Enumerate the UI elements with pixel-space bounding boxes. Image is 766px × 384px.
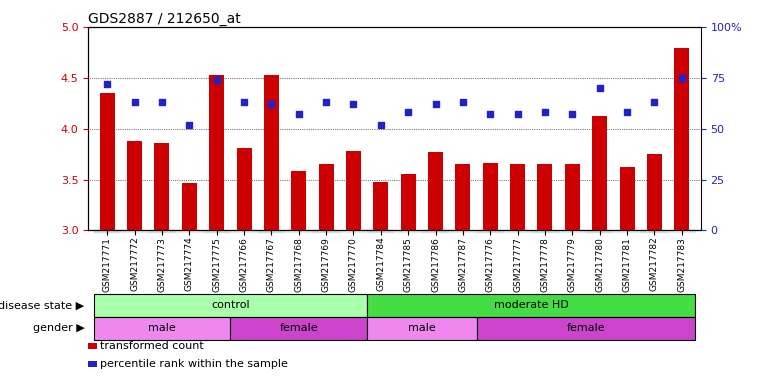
Point: [101, 81, 113, 87]
Bar: [209, 75, 224, 230]
Bar: [422, 230, 449, 232]
Bar: [614, 230, 640, 232]
Text: disease state ▶: disease state ▶: [0, 300, 84, 310]
Bar: [203, 230, 231, 232]
Bar: [257, 230, 285, 232]
Bar: [592, 116, 607, 230]
Bar: [231, 230, 257, 232]
Bar: [620, 167, 634, 230]
Bar: [340, 230, 367, 232]
Point: [457, 99, 469, 105]
Point: [594, 85, 606, 91]
Bar: [476, 230, 504, 232]
Bar: [504, 230, 532, 232]
Bar: [401, 174, 416, 230]
Point: [430, 101, 442, 107]
Text: transformed count: transformed count: [100, 341, 204, 351]
Bar: [449, 230, 476, 232]
Point: [538, 109, 551, 116]
Bar: [285, 230, 313, 232]
Bar: [428, 152, 443, 230]
Bar: [668, 230, 696, 232]
Point: [484, 111, 496, 118]
Bar: [93, 230, 121, 232]
Bar: [367, 317, 476, 340]
Bar: [674, 48, 689, 230]
Bar: [149, 230, 175, 232]
Point: [648, 99, 660, 105]
Bar: [476, 317, 696, 340]
Point: [293, 111, 305, 118]
Point: [320, 99, 332, 105]
Bar: [175, 230, 203, 232]
Bar: [510, 164, 525, 230]
Bar: [182, 182, 197, 230]
Bar: [237, 148, 251, 230]
Point: [129, 99, 141, 105]
Bar: [367, 230, 394, 232]
Point: [265, 101, 277, 107]
Bar: [313, 230, 340, 232]
Bar: [319, 164, 334, 230]
Bar: [367, 294, 696, 317]
Bar: [93, 317, 231, 340]
Text: male: male: [148, 323, 176, 333]
Point: [375, 121, 387, 127]
Bar: [155, 143, 169, 230]
Bar: [346, 151, 361, 230]
Bar: [291, 171, 306, 230]
Point: [238, 99, 250, 105]
Bar: [647, 154, 662, 230]
Text: gender ▶: gender ▶: [32, 323, 84, 333]
Point: [155, 99, 168, 105]
Bar: [455, 164, 470, 230]
Text: female: female: [567, 323, 605, 333]
Bar: [558, 230, 586, 232]
Bar: [394, 230, 422, 232]
Bar: [483, 163, 498, 230]
Point: [676, 74, 688, 81]
Point: [183, 121, 195, 127]
Text: GDS2887 / 212650_at: GDS2887 / 212650_at: [88, 12, 241, 26]
Text: male: male: [408, 323, 436, 333]
Bar: [93, 294, 367, 317]
Bar: [231, 317, 367, 340]
Text: moderate HD: moderate HD: [494, 300, 568, 310]
Bar: [100, 93, 115, 230]
Point: [347, 101, 359, 107]
Point: [621, 109, 633, 116]
Bar: [538, 164, 552, 230]
Bar: [264, 75, 279, 230]
Bar: [565, 164, 580, 230]
Bar: [532, 230, 558, 232]
Text: control: control: [211, 300, 250, 310]
Bar: [640, 230, 668, 232]
Bar: [121, 230, 149, 232]
Text: female: female: [280, 323, 318, 333]
Bar: [373, 182, 388, 230]
Point: [512, 111, 524, 118]
Bar: [586, 230, 614, 232]
Point: [211, 77, 223, 83]
Bar: [127, 141, 142, 230]
Point: [566, 111, 578, 118]
Point: [402, 109, 414, 116]
Text: percentile rank within the sample: percentile rank within the sample: [100, 359, 288, 369]
